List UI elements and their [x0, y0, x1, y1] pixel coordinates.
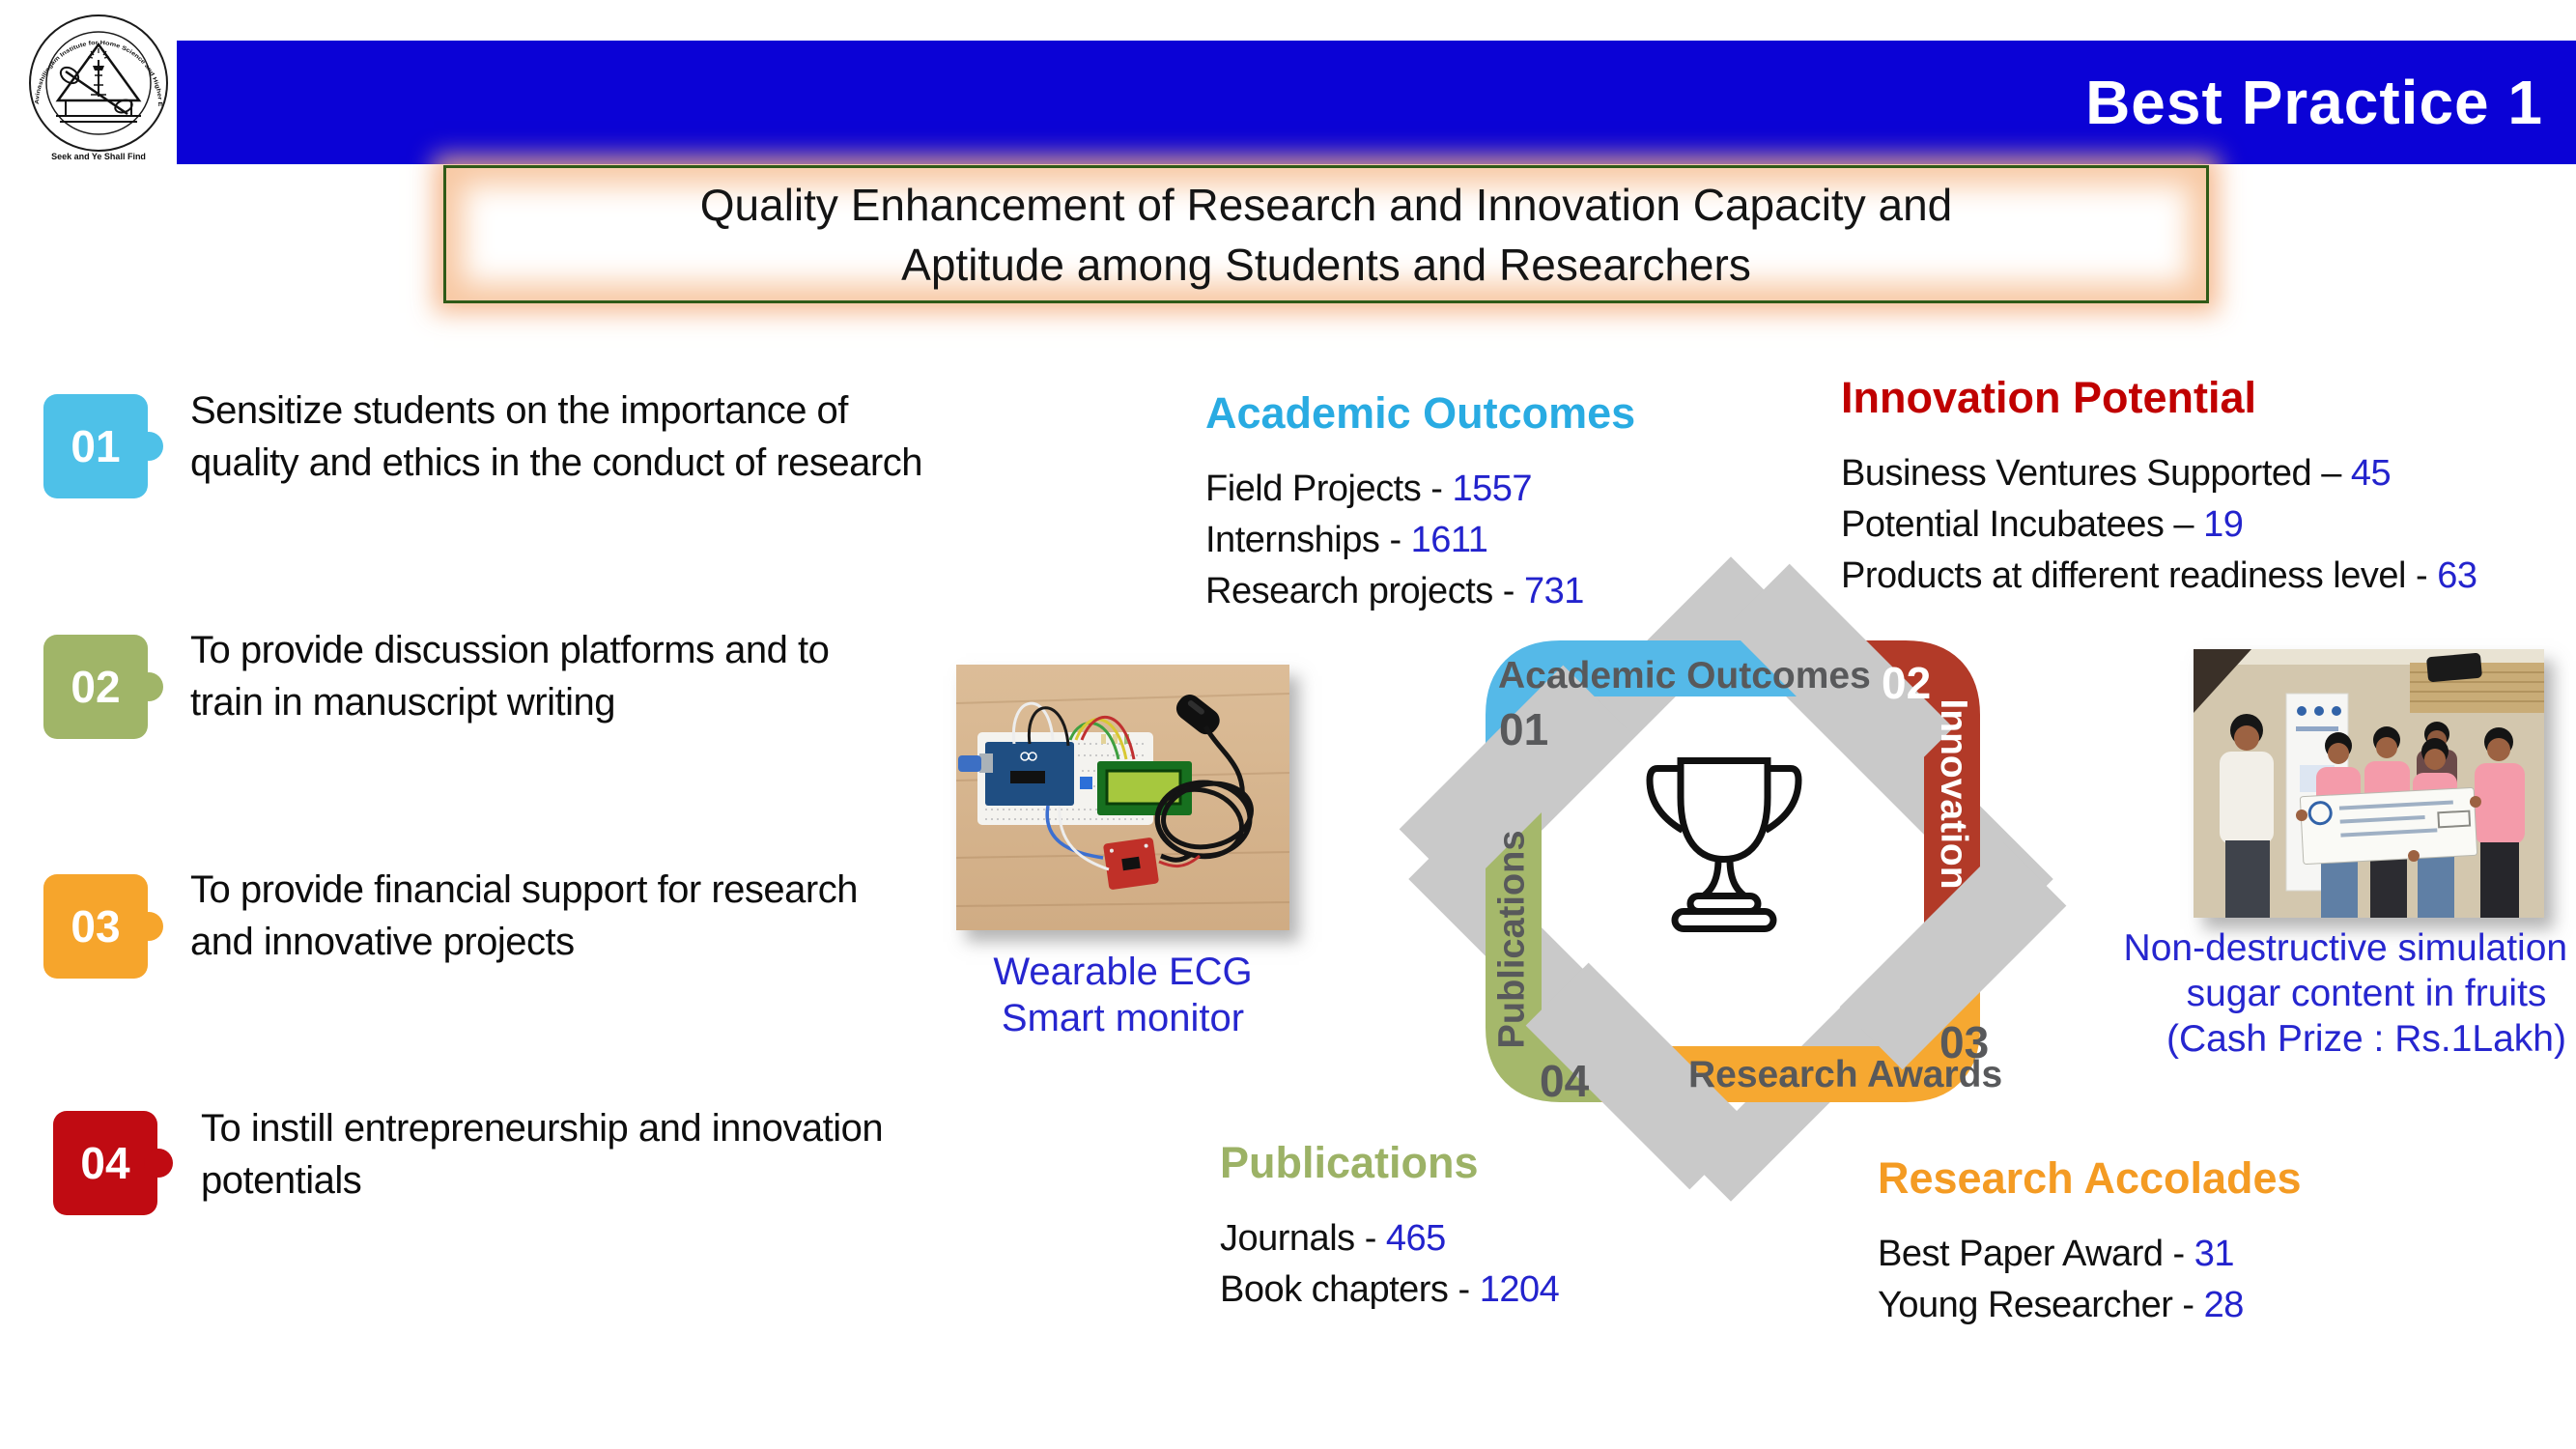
objective-number: 01	[71, 421, 121, 471]
usb-cable-plug	[958, 755, 981, 772]
people-group	[2220, 714, 2525, 918]
academic-outcomes-panel: Academic Outcomes Field Projects - 1557 …	[1205, 388, 1635, 617]
objective-number: 02	[71, 662, 121, 712]
innovation-potential-panel: Innovation Potential Business Ventures S…	[1841, 373, 2477, 602]
frame-side-innovation	[1857, 640, 1980, 945]
stat-line: Journals - 465	[1220, 1218, 1446, 1259]
finger-clip-sensor	[1175, 695, 1220, 735]
objective-text-01: Sensitize students on the importance of q…	[190, 389, 922, 484]
slide-title-line-2: Aptitude among Students and Researchers	[901, 239, 1751, 290]
stat-line: Business Ventures Supported – 45	[1841, 453, 2392, 494]
quadrant-number-03: 03	[1939, 1017, 1990, 1067]
ecg-caption: Wearable ECG Smart monitor	[993, 951, 1253, 1039]
banner-title: Best Practice 1	[2085, 68, 2543, 137]
top-banner: Best Practice 1	[177, 41, 2576, 164]
quadrant-number-01: 01	[1499, 704, 1549, 754]
objective-badge-01: 01	[43, 394, 163, 498]
research-accolades-panel: Research Accolades Best Paper Award - 31…	[1878, 1153, 2302, 1331]
stat-line: Research projects - 731	[1205, 571, 1584, 611]
objective-badge-03: 03	[43, 874, 163, 979]
puzzle-knob	[144, 1149, 173, 1178]
ceiling-speaker	[2426, 653, 2482, 682]
prize-cheque	[2299, 786, 2478, 866]
stat-line: Internships - 1611	[1205, 520, 1488, 560]
stat-line: Field Projects - 1557	[1205, 469, 1533, 509]
objective-number: 04	[80, 1138, 130, 1188]
puzzle-knob	[134, 432, 163, 461]
panel-heading: Publications	[1220, 1138, 1479, 1187]
slide-title-line-1: Quality Enhancement of Research and Inno…	[699, 179, 1953, 230]
objective-text-02: To provide discussion platforms and to tr…	[190, 629, 830, 724]
quadrant-number-02: 02	[1882, 658, 1932, 708]
ecg-photo	[956, 665, 1289, 930]
trophy-icon	[1646, 757, 1802, 932]
slide-title-box: Quality Enhancement of Research and Inno…	[443, 165, 2209, 303]
quadrant-frame	[1486, 640, 1980, 1102]
publications-panel: Publications Journals - 465 Book chapter…	[1220, 1138, 1560, 1316]
logo-veena	[59, 66, 133, 116]
puzzle-knob	[134, 912, 163, 941]
objective-badge-04: 04	[53, 1111, 173, 1215]
quadrant-diagram: Academic Outcomes 01 02 Innovation 03 Re…	[1391, 551, 2106, 1246]
panel-heading: Academic Outcomes	[1205, 388, 1636, 438]
objective-number: 03	[71, 901, 121, 952]
logo-motto: Seek and Ye Shall Find	[51, 152, 146, 161]
cheque-caption: Non-destructive simulation of sugar cont…	[2123, 927, 2576, 1060]
logo-roof	[55, 42, 142, 102]
quadrant-label-awards: Research Awards	[1688, 1054, 2003, 1095]
frame-side-academic	[1486, 640, 1857, 800]
stat-line: Products at different readiness level - …	[1841, 555, 2477, 596]
puzzle-knob	[134, 672, 163, 701]
logo-lamp	[87, 48, 110, 97]
stat-line: Book chapters - 1204	[1220, 1269, 1560, 1310]
quadrant-label-academic: Academic Outcomes	[1498, 655, 1871, 696]
panel-heading: Research Accolades	[1878, 1153, 2302, 1203]
institution-logo: Avinashilingam Institute for Home Scienc…	[27, 12, 168, 161]
cheque-photo	[2194, 649, 2544, 918]
ecg-photo-illustration	[956, 665, 1289, 930]
objective-text-04: To instill entrepreneurship and innovati…	[201, 1107, 884, 1202]
quadrant-label-publications: Publications	[1491, 830, 1533, 1049]
objective-text-03: To provide financial support for researc…	[190, 868, 858, 963]
quadrant-label-innovation: Innovation	[1933, 698, 1974, 890]
cheque-photo-illustration	[2194, 649, 2544, 918]
panel-heading: Innovation Potential	[1841, 373, 2257, 422]
stat-line: Best Paper Award - 31	[1878, 1234, 2235, 1274]
frame-side-awards	[1601, 945, 1980, 1102]
stat-line: Potential Incubatees – 19	[1841, 504, 2244, 545]
objective-badge-02: 02	[43, 635, 163, 739]
frame-side-publications	[1486, 800, 1601, 1102]
stat-line: Young Researcher - 28	[1878, 1285, 2244, 1325]
wires	[1011, 701, 1254, 871]
quadrant-number-04: 04	[1540, 1056, 1590, 1106]
